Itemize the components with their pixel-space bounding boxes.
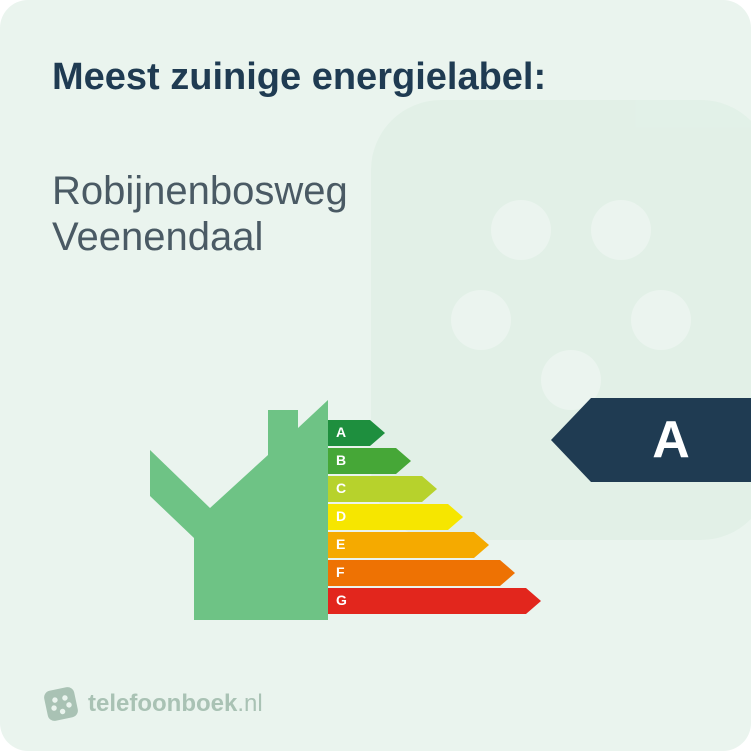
energy-bar-tip [474, 532, 489, 558]
energy-bar-tip [370, 420, 385, 446]
energy-bar-label: B [336, 452, 346, 468]
card-title: Meest zuinige energielabel: [52, 56, 699, 100]
footer: telefoonboek.nl [44, 687, 263, 721]
energy-bar-tip [422, 476, 437, 502]
energy-bar-label: G [336, 592, 347, 608]
energy-bar-body [328, 532, 474, 558]
energy-chart: ABCDEFG [150, 400, 570, 650]
result-badge-body: A [591, 398, 751, 482]
energy-bar-tip [526, 588, 541, 614]
footer-brand-text: telefoonboek.nl [88, 690, 263, 718]
footer-tld: .nl [237, 690, 262, 717]
energy-bar-label: A [336, 424, 346, 440]
house-icon [150, 400, 328, 620]
energy-label-card: Meest zuinige energielabel: Robijnenbosw… [0, 0, 751, 751]
result-letter: A [652, 410, 690, 470]
energy-bar-tip [448, 504, 463, 530]
subtitle-line-1: Robijnenbosweg [52, 168, 699, 214]
subtitle-line-2: Veenendaal [52, 214, 699, 260]
energy-bar-label: E [336, 536, 345, 552]
energy-bar-body [328, 560, 500, 586]
energy-bar-body [328, 420, 370, 446]
footer-brand: telefoonboek [88, 690, 237, 717]
energy-bar-label: D [336, 508, 346, 524]
energy-bar-body [328, 588, 526, 614]
card-subtitle: Robijnenbosweg Veenendaal [52, 168, 699, 260]
energy-bar-tip [396, 448, 411, 474]
result-badge-arrow [551, 398, 591, 482]
energy-bar-label: F [336, 564, 345, 580]
result-badge: A [551, 398, 751, 482]
energy-bar-label: C [336, 480, 346, 496]
footer-logo-icon [41, 684, 81, 724]
energy-bar-tip [500, 560, 515, 586]
